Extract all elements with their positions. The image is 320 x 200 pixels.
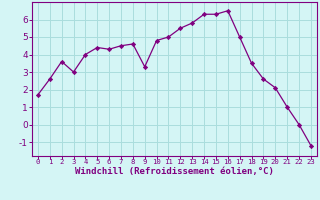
X-axis label: Windchill (Refroidissement éolien,°C): Windchill (Refroidissement éolien,°C): [75, 167, 274, 176]
